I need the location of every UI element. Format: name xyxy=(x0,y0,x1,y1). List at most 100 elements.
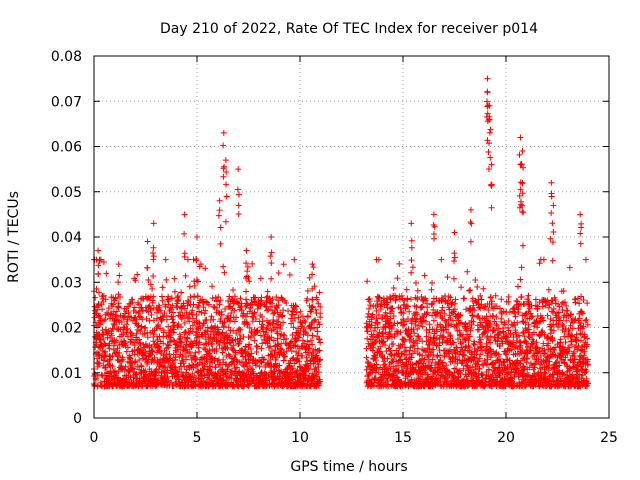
data-point xyxy=(106,357,113,364)
data-point xyxy=(147,305,154,312)
data-point xyxy=(292,338,299,345)
data-point xyxy=(150,358,157,365)
data-point xyxy=(292,302,299,309)
data-point xyxy=(306,274,313,281)
data-point xyxy=(170,309,177,316)
data-point xyxy=(144,334,151,341)
data-point xyxy=(184,334,191,341)
data-point xyxy=(251,309,258,316)
data-point xyxy=(228,295,235,302)
data-point xyxy=(243,288,250,295)
data-point xyxy=(363,320,370,327)
data-point xyxy=(213,304,220,311)
data-point xyxy=(236,331,243,338)
data-point xyxy=(133,334,140,341)
data-point xyxy=(170,319,177,326)
data-point xyxy=(146,317,153,324)
data-point xyxy=(291,306,298,313)
data-point xyxy=(364,328,371,335)
data-point xyxy=(200,304,207,311)
data-point xyxy=(189,328,196,335)
data-point xyxy=(178,323,185,330)
data-point xyxy=(252,294,259,301)
data-point xyxy=(234,299,241,306)
chart-title: Day 210 of 2022, Rate Of TEC Index for r… xyxy=(160,21,538,37)
data-point xyxy=(257,298,264,305)
data-point xyxy=(156,304,163,311)
data-point xyxy=(548,179,555,186)
data-point xyxy=(234,186,241,193)
data-point xyxy=(519,242,526,249)
data-point xyxy=(249,318,256,325)
data-point xyxy=(386,319,393,326)
data-point xyxy=(217,297,224,304)
data-point xyxy=(301,325,308,332)
data-point xyxy=(283,372,290,379)
data-point xyxy=(231,293,238,300)
data-point xyxy=(147,352,154,359)
data-point xyxy=(113,337,120,344)
data-point xyxy=(379,330,386,337)
data-point xyxy=(243,260,250,267)
data-point xyxy=(235,202,242,209)
data-point xyxy=(316,357,323,364)
data-point xyxy=(238,307,245,314)
data-point xyxy=(317,310,324,317)
data-point xyxy=(96,360,103,367)
data-point xyxy=(197,369,204,376)
data-point xyxy=(186,283,193,290)
data-point xyxy=(131,359,138,366)
data-point xyxy=(95,289,102,296)
data-point xyxy=(148,312,155,318)
data-point xyxy=(189,307,196,314)
data-point xyxy=(217,316,224,323)
data-point xyxy=(110,342,117,349)
data-point xyxy=(506,309,513,316)
data-point xyxy=(484,137,491,144)
data-point xyxy=(220,129,227,136)
data-point xyxy=(277,325,284,332)
data-point xyxy=(291,256,298,263)
data-point xyxy=(291,342,298,349)
data-point xyxy=(168,295,175,302)
data-point xyxy=(243,313,250,320)
data-point xyxy=(235,340,242,347)
data-point xyxy=(550,202,557,209)
data-point xyxy=(315,300,322,307)
data-point xyxy=(115,352,122,359)
data-point xyxy=(388,325,395,332)
data-point xyxy=(480,285,487,292)
data-point xyxy=(258,345,265,352)
data-point xyxy=(194,293,201,300)
data-point xyxy=(220,356,227,363)
data-point xyxy=(235,210,242,217)
data-point xyxy=(280,307,287,314)
data-point xyxy=(175,296,182,303)
data-point xyxy=(163,276,170,283)
data-point xyxy=(304,287,311,294)
data-point xyxy=(225,324,232,331)
data-point xyxy=(150,244,157,251)
data-point xyxy=(217,224,224,231)
data-point xyxy=(177,333,184,340)
data-point xyxy=(312,306,319,313)
data-point xyxy=(498,296,505,303)
data-point xyxy=(302,328,309,335)
data-point xyxy=(115,317,122,324)
data-point xyxy=(252,362,259,369)
data-point xyxy=(281,332,288,339)
data-point xyxy=(159,284,166,291)
data-point xyxy=(304,349,311,356)
data-point xyxy=(190,256,197,263)
data-point xyxy=(280,319,287,326)
data-point xyxy=(210,316,217,323)
data-point xyxy=(367,362,374,369)
data-point xyxy=(192,349,199,356)
data-point xyxy=(375,369,382,376)
data-point xyxy=(264,288,271,295)
data-point xyxy=(369,367,376,374)
data-point xyxy=(233,314,240,321)
data-point xyxy=(100,356,107,363)
data-point xyxy=(316,289,323,296)
data-point xyxy=(296,334,303,341)
